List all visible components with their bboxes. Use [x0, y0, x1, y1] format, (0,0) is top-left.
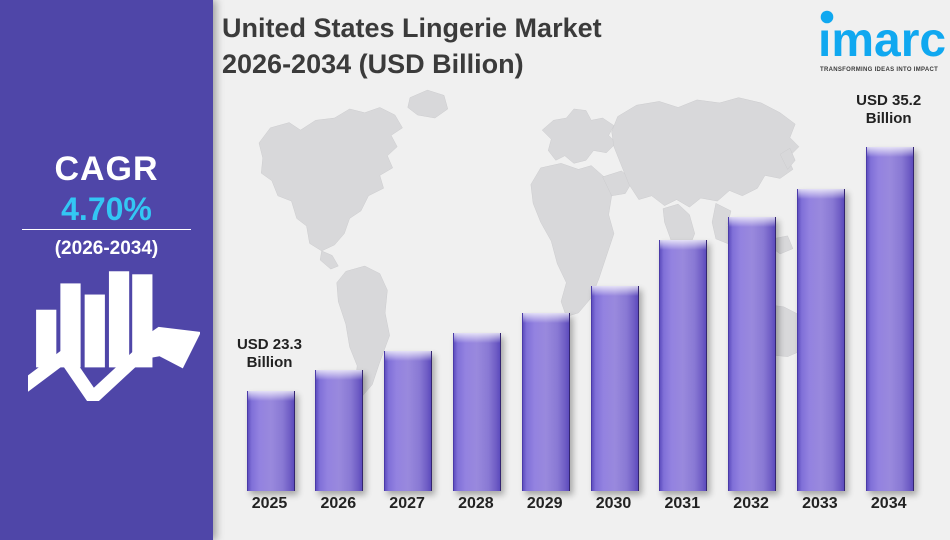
svg-text:TRANSFORMING IDEAS INTO IMPACT: TRANSFORMING IDEAS INTO IMPACT [820, 67, 938, 73]
